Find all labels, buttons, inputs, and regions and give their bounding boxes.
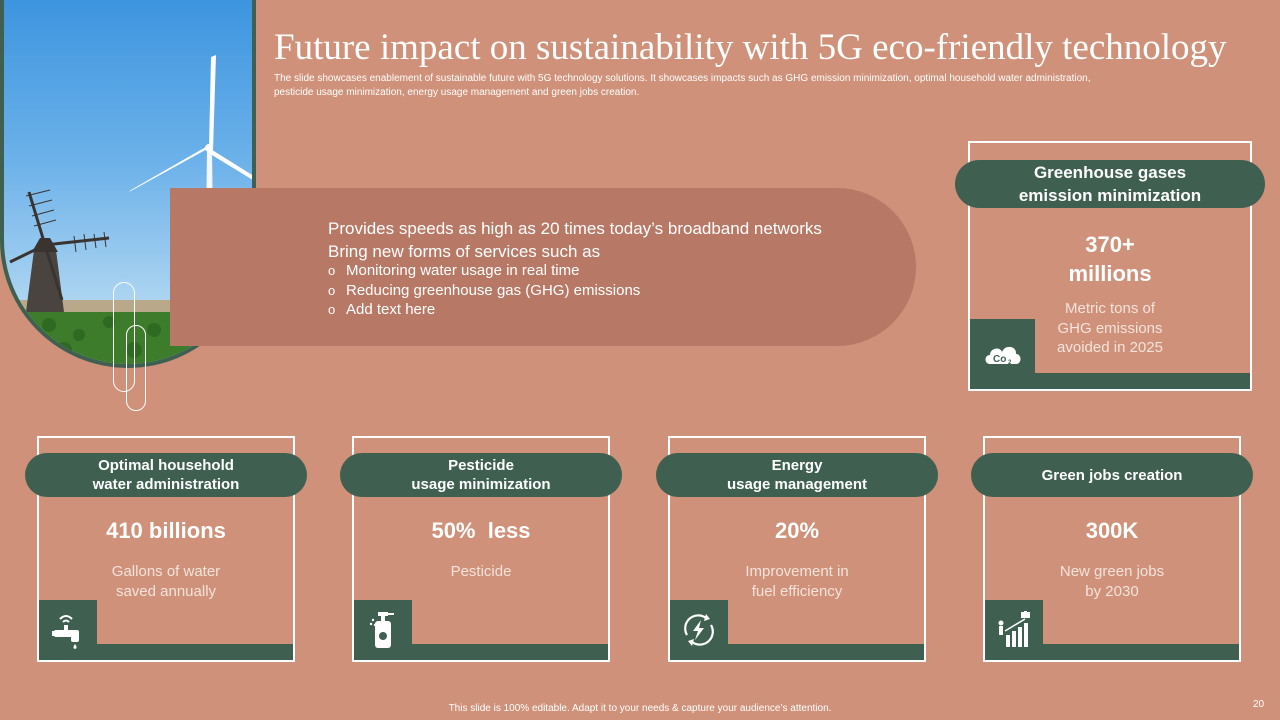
growth-chart-icon bbox=[998, 611, 1030, 647]
ghg-value-line-2: millions bbox=[1068, 261, 1152, 286]
card-bar bbox=[985, 644, 1239, 660]
water-head-line-2: water administration bbox=[92, 476, 240, 493]
jobs-card-header: Green jobs creation bbox=[971, 453, 1253, 497]
energy-desc-line: Improvement in bbox=[745, 563, 849, 580]
growth-icon-box bbox=[985, 600, 1043, 660]
energy-head-line-1: Energy bbox=[771, 457, 823, 474]
banner-bullet-list: Monitoring water usage in real time Redu… bbox=[328, 261, 822, 320]
ghg-value: 370+ millions bbox=[968, 230, 1252, 288]
decorative-ring bbox=[113, 282, 135, 392]
banner-bullet: Reducing greenhouse gas (GHG) emissions bbox=[328, 281, 822, 301]
ghg-card: Co 2 bbox=[968, 141, 1252, 391]
jobs-card bbox=[983, 436, 1241, 662]
ghg-head-line-2: emission minimization bbox=[1018, 186, 1202, 205]
ghg-value-line-1: 370+ bbox=[1085, 232, 1135, 257]
banner-bullet: Monitoring water usage in real time bbox=[328, 261, 822, 281]
jobs-description: New green jobs by 2030 bbox=[983, 562, 1241, 601]
co2-icon-box: Co 2 bbox=[970, 319, 1035, 389]
jobs-desc-line: New green jobs bbox=[1059, 563, 1165, 580]
card-bar bbox=[39, 644, 293, 660]
decorative-ring bbox=[126, 325, 146, 411]
jobs-value: 300K bbox=[1085, 518, 1139, 543]
pesticide-head-line-1: Pesticide bbox=[448, 457, 514, 474]
water-card-header: Optimal household water administration bbox=[25, 453, 307, 497]
pesticide-desc-line: Pesticide bbox=[450, 563, 512, 580]
pesticide-value: 50% less bbox=[431, 518, 531, 543]
pesticide-card bbox=[352, 436, 610, 662]
energy-desc-line: fuel efficiency bbox=[751, 582, 843, 600]
faucet-icon-box bbox=[39, 600, 97, 660]
ghg-card-header: Greenhouse gases emission minimization bbox=[955, 160, 1265, 208]
pesticide-card-header: Pesticide usage minimization bbox=[340, 453, 622, 497]
card-bar bbox=[970, 373, 1250, 389]
ghg-desc-line: avoided in 2025 bbox=[1057, 339, 1163, 356]
banner-line-2: Bring new forms of services such as bbox=[328, 242, 601, 261]
ghg-desc-line: GHG emissions bbox=[1057, 319, 1163, 337]
banner-bullet: Add text here bbox=[328, 300, 822, 320]
slide-title: Future impact on sustainability with 5G … bbox=[274, 27, 1227, 68]
smart-faucet-icon bbox=[52, 615, 79, 649]
spray-bottle-icon bbox=[369, 612, 394, 648]
energy-card-header: Energy usage management bbox=[656, 453, 938, 497]
energy-card bbox=[668, 436, 926, 662]
energy-cycle-icon bbox=[684, 614, 714, 646]
spray-icon-box bbox=[354, 600, 412, 660]
jobs-head-line-1: Green jobs creation bbox=[1041, 466, 1183, 484]
co2-cloud-icon: Co 2 bbox=[985, 346, 1020, 366]
water-desc-line: saved annually bbox=[115, 582, 217, 600]
jobs-desc-line: by 2030 bbox=[1085, 582, 1139, 600]
energy-head-line-2: usage management bbox=[726, 476, 868, 493]
energy-description: Improvement in fuel efficiency bbox=[668, 562, 926, 601]
water-value: 410 billions bbox=[106, 518, 226, 543]
ghg-desc-line: Metric tons of bbox=[1064, 300, 1156, 317]
svg-text:2: 2 bbox=[1008, 360, 1012, 366]
card-bar bbox=[354, 644, 608, 660]
ghg-description: Metric tons of GHG emissions avoided in … bbox=[968, 299, 1252, 358]
pesticide-description: Pesticide bbox=[352, 562, 610, 582]
water-card bbox=[37, 436, 295, 662]
svg-text:Co: Co bbox=[993, 354, 1006, 365]
pesticide-head-line-2: usage minimization bbox=[411, 476, 551, 493]
page-number: 20 bbox=[1253, 699, 1265, 710]
banner-line-1: Provides speeds as high as 20 times toda… bbox=[328, 219, 822, 238]
windmill-photo bbox=[0, 0, 256, 368]
ghg-head-line-1: Greenhouse gases bbox=[1033, 163, 1187, 182]
slide-footer: This slide is 100% editable. Adapt it to… bbox=[448, 703, 832, 714]
card-bar bbox=[670, 644, 924, 660]
banner-text: Provides speeds as high as 20 times toda… bbox=[328, 217, 822, 320]
water-head-line-1: Optimal household bbox=[98, 457, 234, 474]
slide-subtitle: The slide showcases enablement of sustai… bbox=[274, 73, 1091, 98]
water-desc-line: Gallons of water bbox=[111, 563, 221, 580]
energy-icon-box bbox=[670, 600, 728, 660]
water-description: Gallons of water saved annually bbox=[37, 562, 295, 601]
energy-value: 20% bbox=[774, 518, 820, 543]
